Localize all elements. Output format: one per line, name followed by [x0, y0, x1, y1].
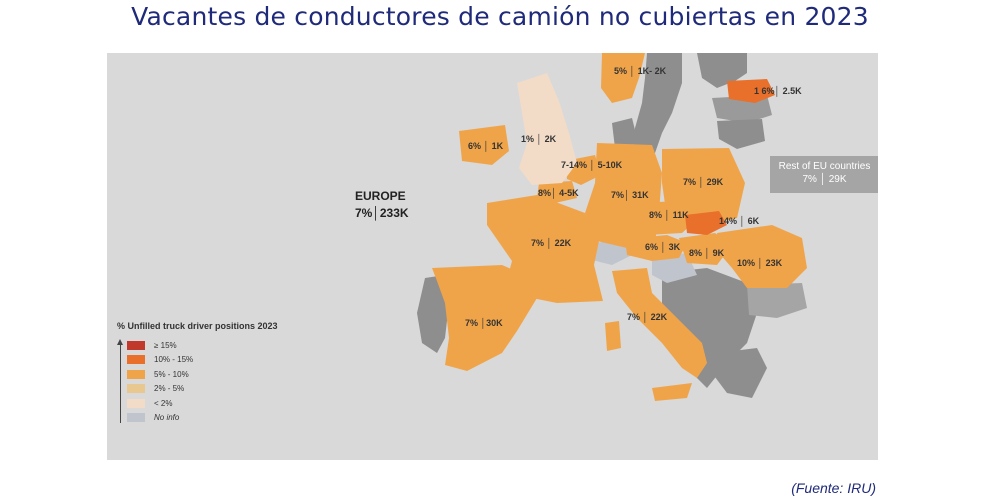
legend-swatch [127, 398, 145, 408]
label-belgium: 8%│ 4-5K [538, 188, 579, 198]
europe-map: 5% │ 1K- 2K 1 6%│ 2.5K 6% │ 1K 1% │ 2K 7… [107, 53, 878, 460]
legend-swatch [127, 413, 145, 422]
sicily-shape [652, 383, 692, 401]
label-netherlands: 7-14% │ 5-10K [561, 160, 623, 170]
legend: % Unfilled truck driver positions 2023 ≥… [117, 321, 278, 426]
page-title: Vacantes de conductores de camión no cub… [131, 2, 869, 31]
estonia-shape [727, 79, 775, 103]
legend-swatch [127, 384, 145, 393]
romania-shape [717, 225, 807, 288]
slovenia-croatia-shape [652, 253, 697, 283]
rest-of-eu-line2: 7% │ 29K [802, 174, 847, 185]
legend-item: 5% - 10% [127, 368, 278, 380]
rest-of-eu-line1: Rest of EU countries [778, 161, 871, 172]
europe-value: 7%│233K [355, 206, 409, 220]
legend-item: 2% - 5% [127, 383, 278, 395]
map-svg [417, 53, 807, 401]
label-slovakia: 14% │ 6K [719, 216, 760, 226]
legend-swatch [127, 369, 145, 379]
rest-of-eu-box: Rest of EU countries 7% │ 29K [770, 156, 878, 193]
legend-label: 2% - 5% [154, 384, 185, 393]
lithuania-shape [717, 119, 765, 149]
austria-shape [625, 235, 687, 261]
ireland-shape [459, 125, 509, 165]
label-germany: 7%│ 31K [611, 190, 649, 200]
sardinia-shape [605, 321, 621, 351]
finland-shape [697, 53, 747, 88]
europe-label: EUROPE [355, 189, 406, 203]
legend-label: ≥ 15% [154, 340, 177, 350]
legend-swatch [127, 340, 145, 350]
portugal-shape [417, 275, 449, 353]
label-spain: 7% │30K [465, 318, 503, 328]
norway-shape [601, 53, 645, 103]
label-poland: 7% │ 29K [683, 177, 724, 187]
label-italy: 7% │ 22K [627, 312, 668, 322]
legend-label: 10% - 15% [154, 355, 194, 364]
legend-item: 10% - 15% [127, 354, 278, 366]
legend-title: % Unfilled truck driver positions 2023 [117, 321, 278, 331]
slovakia-shape [685, 211, 727, 235]
czech-shape [632, 201, 702, 235]
label-hungary: 8% │ 9K [689, 248, 725, 258]
label-romania: 10% │ 23K [737, 258, 783, 268]
italy-shape [612, 268, 707, 378]
label-norway: 5% │ 1K- 2K [614, 66, 667, 76]
legend-item: ≥ 15% [127, 339, 278, 351]
uk-shape [517, 73, 577, 185]
sweden-shape [632, 53, 682, 163]
greece-shape [712, 348, 767, 398]
label-austria: 6% │ 3K [645, 242, 681, 252]
label-estonia: 1 6%│ 2.5K [754, 86, 802, 96]
source-note: (Fuente: IRU) [791, 480, 876, 496]
legend-label: 5% - 10% [154, 369, 189, 379]
spain-shape [432, 265, 537, 371]
label-uk: 1% │ 2K [521, 134, 557, 144]
legend-item: No info [127, 412, 278, 424]
legend-label: < 2% [154, 398, 173, 408]
label-ireland: 6% │ 1K [468, 141, 504, 151]
legend-arrow-icon [117, 339, 123, 423]
belgium-shape [537, 181, 577, 203]
bulgaria-shape [747, 283, 807, 318]
europe-total: EUROPE 7%│233K [355, 188, 409, 222]
legend-label: No info [154, 413, 180, 422]
label-czech: 8% │ 11K [649, 210, 689, 220]
legend-item: < 2% [127, 397, 278, 409]
legend-swatch [127, 355, 145, 364]
label-france: 7% │ 22K [531, 238, 572, 248]
